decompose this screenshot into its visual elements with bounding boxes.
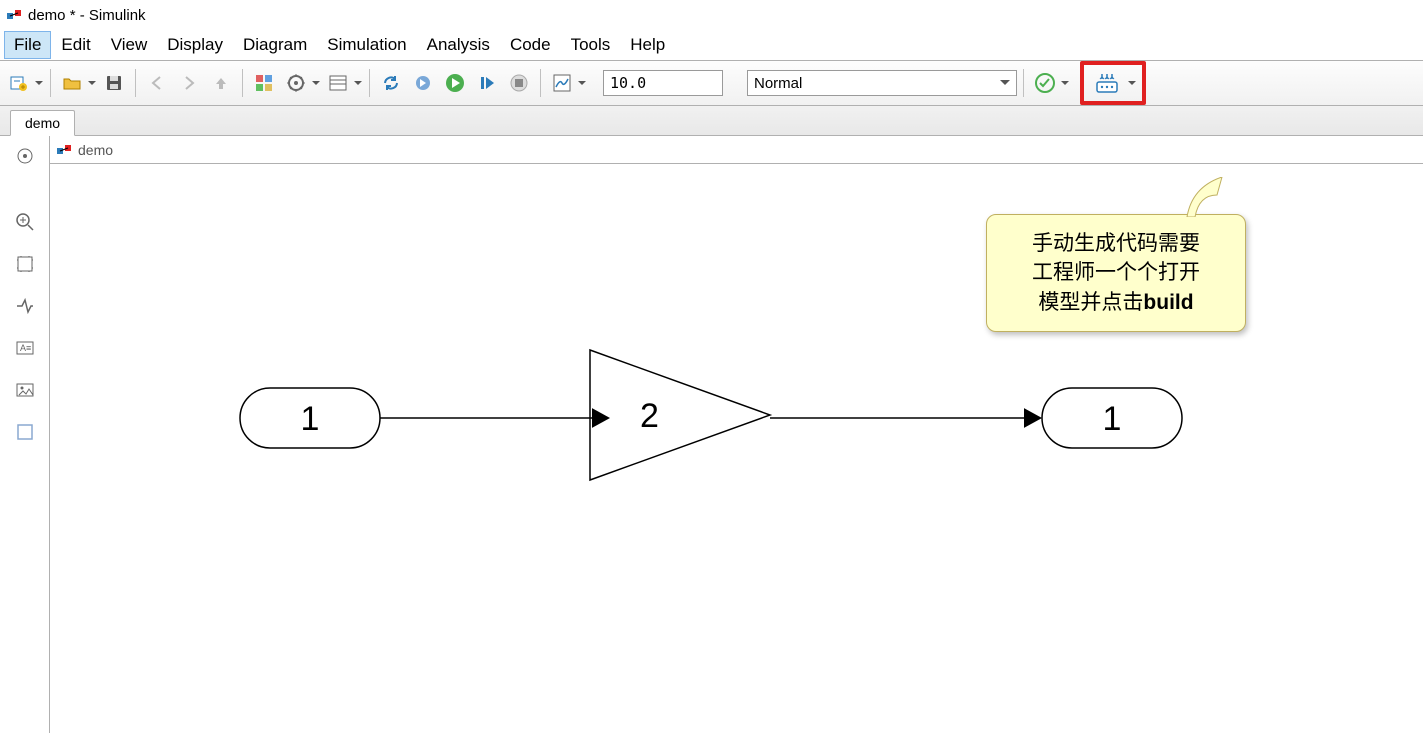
model-config-button[interactable] [281,68,311,98]
annotation-callout: 手动生成代码需要 工程师一个个打开 模型并点击build [986,214,1246,332]
menu-view[interactable]: View [101,31,158,59]
model-icon [56,142,72,158]
simulink-app-icon [6,7,22,23]
breadcrumb-model[interactable]: demo [78,142,113,158]
open-dropdown[interactable] [87,79,97,87]
image-button[interactable] [11,376,39,404]
canvas-area: demo 1 2 1 手动生成代码需要 工程师一个个打开 模型并点击build [50,136,1423,733]
toggle-sample-time-button[interactable] [11,292,39,320]
hide-navigate-button[interactable] [11,142,39,170]
canvas-side-toolbar: A≡ [0,136,50,733]
build-dropdown[interactable] [1128,79,1136,87]
data-inspector-button[interactable] [547,68,577,98]
simulation-mode-select[interactable]: Normal [747,70,1017,96]
separator [50,69,51,97]
svg-text:A≡: A≡ [20,343,31,353]
model-config-dropdown[interactable] [311,79,321,87]
menu-bar: File Edit View Display Diagram Simulatio… [0,30,1423,60]
tab-demo[interactable]: demo [10,110,75,136]
stop-button[interactable] [504,68,534,98]
step-forward-button[interactable] [472,68,502,98]
separator [242,69,243,97]
area-button[interactable] [11,418,39,446]
model-advisor-dropdown[interactable] [1060,79,1070,87]
open-button[interactable] [57,68,87,98]
model-canvas[interactable]: 1 2 1 手动生成代码需要 工程师一个个打开 模型并点击build [50,164,1423,733]
annotation-button[interactable]: A≡ [11,334,39,362]
callout-line3: 模型并点击build [1003,288,1229,317]
menu-file[interactable]: File [4,31,51,59]
menu-help[interactable]: Help [620,31,675,59]
model-explorer-dropdown[interactable] [353,79,363,87]
model-advisor-button[interactable] [1030,68,1060,98]
menu-analysis[interactable]: Analysis [417,31,500,59]
menu-tools[interactable]: Tools [561,31,621,59]
menu-code[interactable]: Code [500,31,561,59]
library-browser-button[interactable] [249,68,279,98]
fit-to-view-button[interactable] [11,250,39,278]
new-model-button[interactable] [4,68,34,98]
separator [540,69,541,97]
model-explorer-button[interactable] [323,68,353,98]
back-button[interactable] [142,68,172,98]
new-model-dropdown[interactable] [34,79,44,87]
svg-text:2: 2 [640,397,659,435]
menu-display[interactable]: Display [157,31,233,59]
fast-restart-button[interactable] [408,68,438,98]
update-diagram-button[interactable] [376,68,406,98]
callout-line1: 手动生成代码需要 [1003,229,1229,258]
window-title: demo * - Simulink [28,7,146,24]
data-inspector-dropdown[interactable] [577,79,587,87]
simulation-mode-value: Normal [754,75,802,92]
stop-time-input[interactable] [603,70,723,96]
forward-button[interactable] [174,68,204,98]
build-button-highlight [1080,61,1146,105]
main-toolbar: Normal [0,60,1423,106]
callout-line2: 工程师一个个打开 [1003,258,1229,287]
run-button[interactable] [440,68,470,98]
separator [1023,69,1024,97]
model-tab-strip: demo [0,106,1423,136]
menu-diagram[interactable]: Diagram [233,31,317,59]
up-button[interactable] [206,68,236,98]
title-bar: demo * - Simulink [0,0,1423,30]
svg-text:1: 1 [1103,400,1122,438]
save-button[interactable] [99,68,129,98]
breadcrumb-bar: demo [50,136,1423,164]
callout-tail-icon [1177,177,1227,217]
zoom-in-button[interactable] [11,208,39,236]
separator [135,69,136,97]
svg-text:1: 1 [301,400,320,438]
separator [369,69,370,97]
build-button[interactable] [1090,68,1124,98]
menu-edit[interactable]: Edit [51,31,100,59]
menu-simulation[interactable]: Simulation [317,31,416,59]
